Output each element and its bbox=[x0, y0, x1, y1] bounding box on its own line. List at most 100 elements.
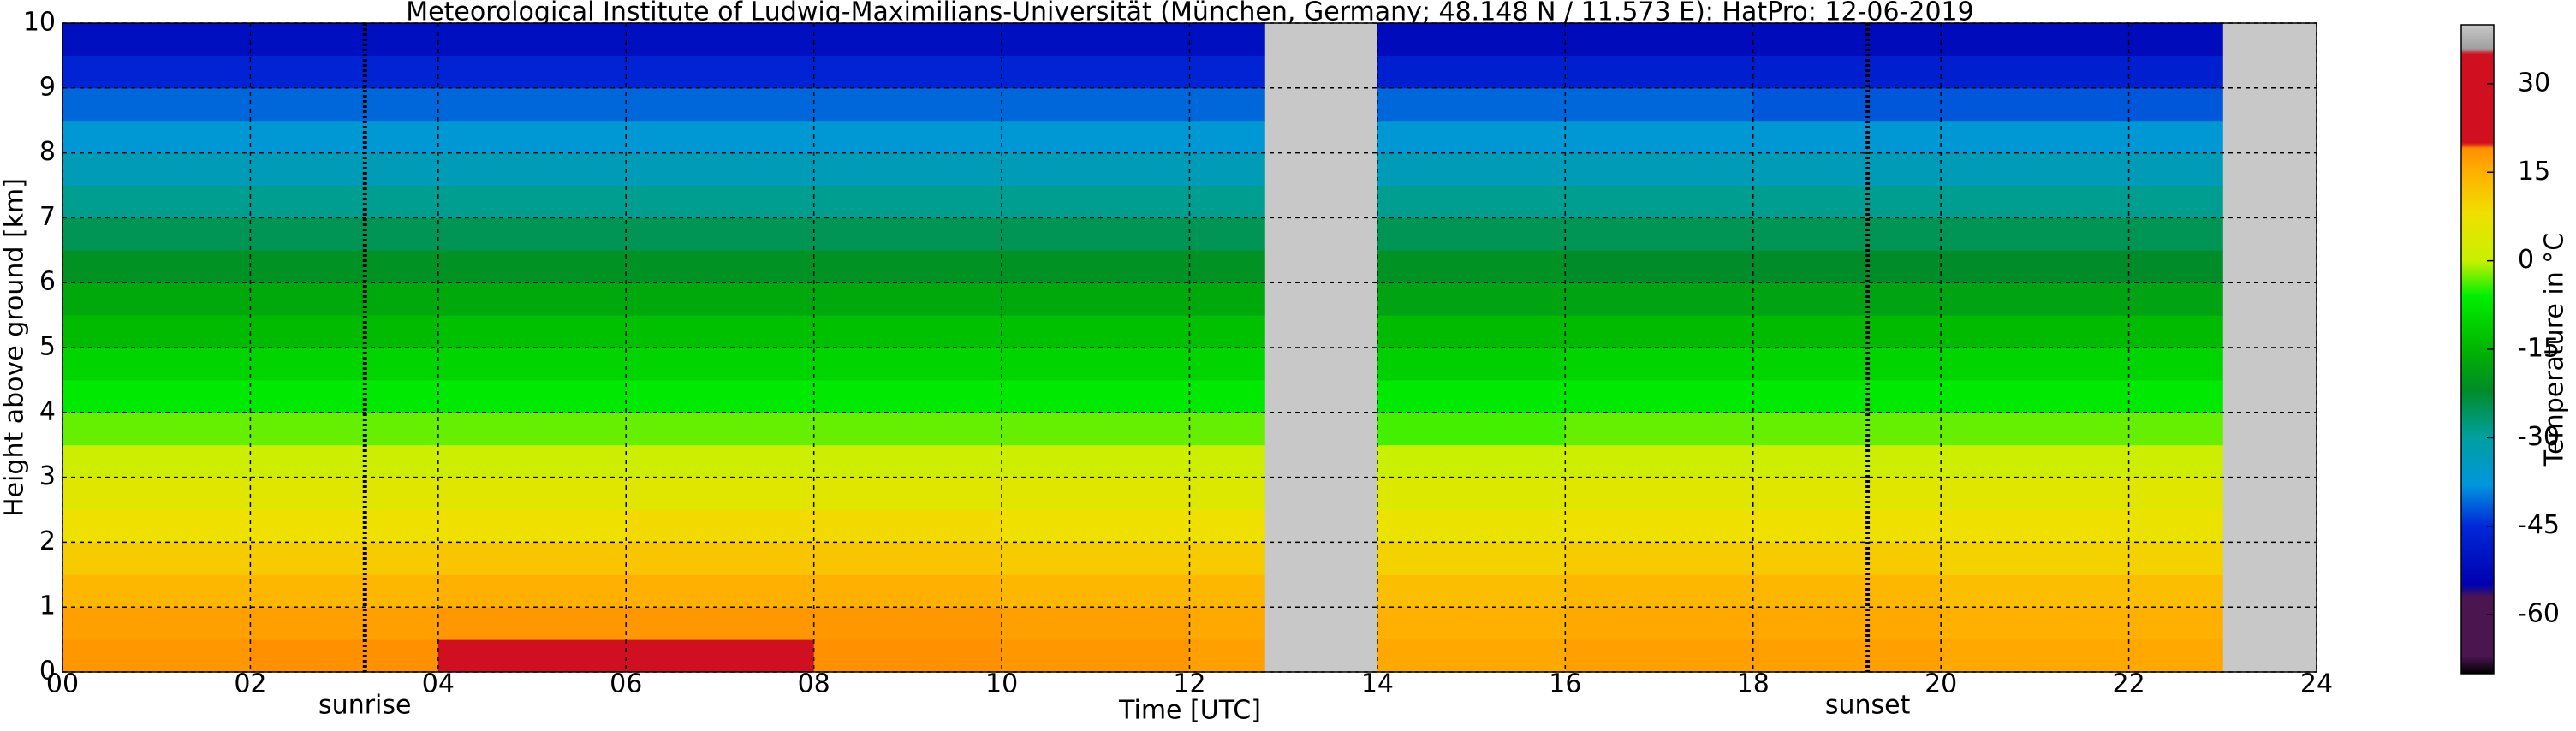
heat-cell bbox=[437, 509, 627, 543]
heat-cell bbox=[1189, 23, 1265, 56]
heat-cell bbox=[62, 444, 251, 478]
heat-cell bbox=[1565, 23, 1754, 56]
heat-cell bbox=[1377, 315, 1566, 348]
heat-cell bbox=[437, 152, 627, 186]
heat-cell bbox=[1002, 379, 1190, 413]
heat-cell bbox=[1189, 250, 1265, 283]
heat-cell bbox=[1941, 542, 2130, 575]
heat-cell bbox=[62, 152, 251, 186]
heat-cell bbox=[2128, 574, 2223, 608]
heat-cell bbox=[626, 639, 815, 673]
y-tick-label: 0 bbox=[39, 657, 56, 686]
heat-cell bbox=[2128, 412, 2223, 446]
heat-cell bbox=[1189, 315, 1265, 348]
heat-cell bbox=[250, 379, 439, 413]
heat-cell bbox=[1752, 23, 1942, 56]
heat-cell bbox=[1002, 639, 1190, 673]
annotation-label: sunset bbox=[1825, 691, 1911, 721]
colorbar-tick-label: -30 bbox=[2518, 422, 2560, 452]
heat-cell bbox=[250, 574, 439, 608]
heat-cell bbox=[1941, 120, 2130, 154]
heat-cell bbox=[1377, 509, 1566, 543]
heat-cell bbox=[1565, 185, 1754, 218]
heat-cell bbox=[1377, 120, 1566, 154]
y-tick-label: 9 bbox=[39, 72, 56, 102]
colorbar-tick-label: -15 bbox=[2518, 334, 2560, 364]
heat-cell bbox=[1752, 574, 1942, 608]
heat-cell bbox=[1189, 55, 1265, 89]
heat-cell bbox=[1377, 444, 1566, 478]
heat-cell bbox=[2128, 55, 2223, 89]
heat-cell bbox=[2128, 444, 2223, 478]
heat-cell bbox=[1565, 444, 1754, 478]
heat-cell bbox=[1752, 315, 1942, 348]
heat-cell bbox=[250, 217, 439, 251]
heat-cell bbox=[62, 477, 251, 510]
x-tick-label: 02 bbox=[234, 669, 266, 699]
heat-cell bbox=[813, 23, 1002, 56]
x-tick-label: 00 bbox=[46, 669, 79, 699]
heat-cell bbox=[1377, 348, 1566, 381]
heat-cell bbox=[62, 412, 251, 446]
heat-cell bbox=[1189, 87, 1265, 122]
x-tick-label: 14 bbox=[1361, 669, 1394, 699]
x-tick-label: 24 bbox=[2300, 669, 2333, 699]
heat-cell bbox=[1377, 23, 1566, 56]
heat-cell bbox=[1565, 348, 1754, 381]
heat-cell bbox=[437, 120, 627, 154]
heat-cell bbox=[1752, 55, 1942, 89]
heat-cell bbox=[437, 639, 627, 673]
heat-cell bbox=[62, 574, 251, 608]
heat-cell bbox=[1941, 217, 2130, 251]
heat-cell bbox=[437, 185, 627, 218]
heat-cell bbox=[1752, 639, 1942, 673]
heat-cell bbox=[1002, 55, 1190, 89]
heat-cell bbox=[1189, 607, 1265, 640]
heat-cell bbox=[626, 23, 815, 56]
heat-cell bbox=[626, 348, 815, 381]
heat-cell bbox=[1002, 23, 1190, 56]
heat-cell bbox=[250, 348, 439, 381]
heat-cell bbox=[62, 120, 251, 154]
heat-cell bbox=[1002, 315, 1190, 348]
heat-cell bbox=[1565, 542, 1754, 575]
colorbar-tick-label: 0 bbox=[2518, 245, 2534, 275]
heat-cell bbox=[250, 639, 439, 673]
heat-cell bbox=[813, 120, 1002, 154]
heat-cell bbox=[1565, 315, 1754, 348]
y-tick-label: 4 bbox=[39, 396, 56, 426]
heat-cell bbox=[626, 250, 815, 283]
y-tick-label: 6 bbox=[39, 267, 56, 297]
heat-cell bbox=[62, 315, 251, 348]
heat-cell bbox=[1189, 120, 1265, 154]
heat-cell bbox=[1941, 348, 2130, 381]
heat-cell bbox=[626, 87, 815, 122]
heat-cell bbox=[813, 477, 1002, 510]
heat-cell bbox=[437, 574, 627, 608]
heat-cell bbox=[62, 639, 251, 673]
x-tick-label: 18 bbox=[1737, 669, 1770, 699]
heat-cell bbox=[1565, 607, 1754, 640]
heat-cell bbox=[1752, 477, 1942, 510]
heat-cell bbox=[1002, 412, 1190, 446]
heat-cell bbox=[1377, 412, 1566, 446]
heat-cell bbox=[437, 250, 627, 283]
heat-cell bbox=[1941, 639, 2130, 673]
heat-cell bbox=[62, 542, 251, 575]
heat-cell bbox=[437, 412, 627, 446]
x-tick-label: 08 bbox=[798, 669, 830, 699]
heat-cell bbox=[813, 542, 1002, 575]
heat-cell bbox=[2128, 120, 2223, 154]
heat-cell bbox=[1565, 282, 1754, 316]
heat-cell bbox=[1752, 152, 1942, 186]
heat-cell bbox=[62, 607, 251, 640]
heat-cell bbox=[2128, 23, 2223, 56]
heat-cell bbox=[813, 185, 1002, 218]
heat-cell bbox=[813, 315, 1002, 348]
heat-cell bbox=[1189, 412, 1265, 446]
colorbar-tick-label: -45 bbox=[2518, 510, 2560, 540]
heat-cell bbox=[626, 542, 815, 575]
heat-cell bbox=[250, 542, 439, 575]
heat-cell bbox=[1941, 412, 2130, 446]
heat-cell bbox=[626, 607, 815, 640]
